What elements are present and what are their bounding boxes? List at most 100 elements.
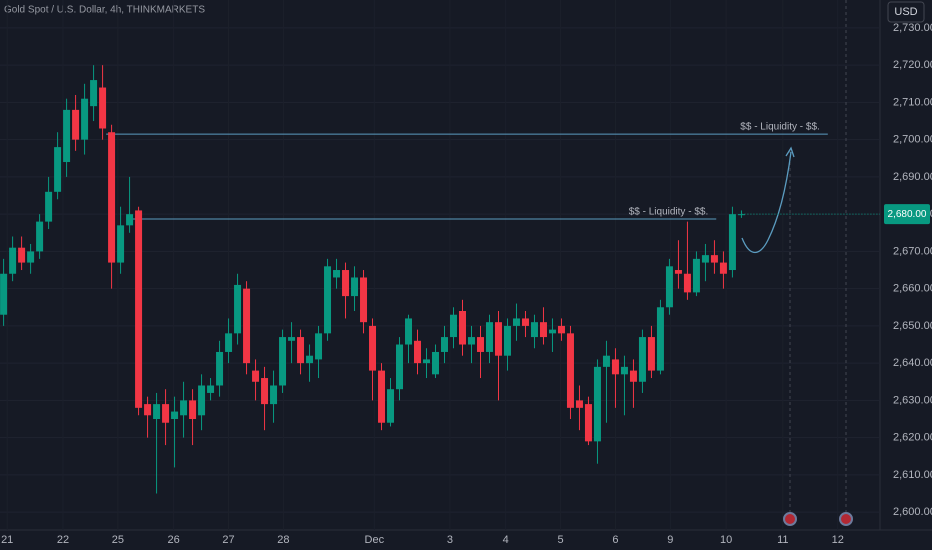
- x-tick-label: 10: [720, 534, 732, 546]
- candle-body: [647, 337, 655, 371]
- candle-body: [333, 270, 341, 278]
- candle-body: [396, 344, 404, 390]
- candle-body: [90, 80, 98, 107]
- candle-body: [153, 404, 161, 420]
- y-tick-label: 2,660.00: [893, 283, 932, 295]
- y-tick-label: 2,620.00: [893, 432, 932, 444]
- candle-body: [611, 359, 619, 375]
- candle-body: [387, 389, 395, 423]
- candle-body: [575, 400, 583, 408]
- y-tick-label: 2,690.00: [893, 171, 932, 183]
- y-tick-label: 2,730.00: [893, 22, 932, 34]
- candle-body: [485, 322, 493, 352]
- candle-body: [9, 247, 17, 274]
- x-tick-label: Dec: [365, 534, 385, 546]
- chart-title: Gold Spot / U.S. Dollar, 4h, THINKMARKET…: [4, 5, 205, 16]
- candle-body: [81, 98, 89, 140]
- candle-body: [324, 266, 332, 334]
- candle-body: [45, 191, 53, 222]
- y-tick-label: 2,720.00: [893, 59, 932, 71]
- candle-body: [297, 337, 305, 364]
- y-tick-label: 2,610.00: [893, 469, 932, 481]
- candle-body: [432, 351, 440, 375]
- candle-body: [360, 277, 368, 323]
- candle-body: [162, 404, 170, 423]
- candle-body: [36, 221, 44, 252]
- x-tick-label: 9: [667, 534, 673, 546]
- candle-body: [620, 366, 628, 375]
- candle-body: [539, 322, 547, 338]
- x-tick-label: 26: [168, 534, 180, 546]
- candle-body: [315, 333, 323, 360]
- candle-body: [234, 284, 242, 334]
- event-icon[interactable]: [839, 512, 853, 526]
- candle-body: [593, 366, 601, 442]
- candle-body: [710, 255, 718, 263]
- candle-body: [252, 370, 260, 382]
- x-tick-label: 12: [832, 534, 844, 546]
- x-tick-label: 11: [777, 534, 788, 546]
- candle-body: [566, 333, 574, 408]
- arrow-head: [785, 146, 795, 158]
- candle-body: [494, 322, 502, 356]
- candle-body: [198, 385, 206, 416]
- candle-body: [557, 325, 565, 334]
- candle-body: [458, 310, 466, 345]
- projection-arrow: [741, 151, 792, 254]
- x-tick-label: 4: [503, 534, 509, 546]
- candle-body: [270, 385, 278, 405]
- candle-body: [369, 325, 377, 371]
- x-tick-label: 3: [447, 534, 453, 546]
- event-icon[interactable]: [783, 512, 797, 526]
- candle-body: [27, 251, 35, 263]
- candle-body: [629, 370, 637, 382]
- candle-body: [503, 325, 511, 356]
- candle-body: [602, 355, 610, 367]
- x-tick-label: 28: [277, 534, 289, 546]
- liquidity-label: $$ - Liquidity - $$.: [740, 122, 820, 133]
- currency-button[interactable]: [887, 1, 925, 23]
- candle-body: [476, 337, 484, 352]
- candle-body: [467, 337, 475, 345]
- candle-body: [108, 132, 116, 263]
- y-tick-label: 2,650.00: [893, 320, 932, 332]
- candle-body: [243, 288, 251, 364]
- candle-body: [638, 337, 646, 382]
- candle-body: [18, 247, 26, 263]
- candle-body: [261, 378, 269, 405]
- y-tick-label: 2,710.00: [893, 96, 932, 108]
- candle-body: [126, 214, 134, 226]
- candle-body: [207, 385, 215, 393]
- y-tick-label: 2,640.00: [893, 357, 932, 369]
- candle-body: [423, 359, 431, 364]
- candle-body: [216, 351, 224, 386]
- liquidity-label: $$ - Liquidity - $$.: [629, 207, 709, 218]
- y-tick-label: 2,600.00: [893, 506, 932, 518]
- candle-body: [548, 329, 556, 334]
- candle-body: [189, 400, 197, 420]
- y-tick-label: 2,670.00: [893, 245, 932, 257]
- currency-label[interactable]: USD: [894, 6, 917, 18]
- candle-body: [512, 318, 520, 326]
- x-tick-label: 21: [1, 534, 13, 546]
- x-tick-label: 22: [57, 534, 69, 546]
- candle-body: [719, 262, 727, 274]
- candle-body: [288, 337, 296, 341]
- candle-body: [701, 255, 709, 263]
- x-tick-label: 25: [112, 534, 124, 546]
- candle-body: [530, 322, 538, 338]
- x-tick-label: 27: [222, 534, 234, 546]
- candle-body: [135, 210, 143, 408]
- candle-body: [584, 404, 592, 442]
- candle-body: [171, 411, 179, 420]
- candle-body: [351, 277, 359, 297]
- last-price-tag: [884, 204, 930, 225]
- y-tick-label: 2,630.00: [893, 394, 932, 406]
- candle-body: [144, 404, 152, 416]
- last-price-label: 2,680.00: [888, 209, 927, 220]
- candle-body: [728, 214, 736, 271]
- candle-body: [674, 270, 682, 274]
